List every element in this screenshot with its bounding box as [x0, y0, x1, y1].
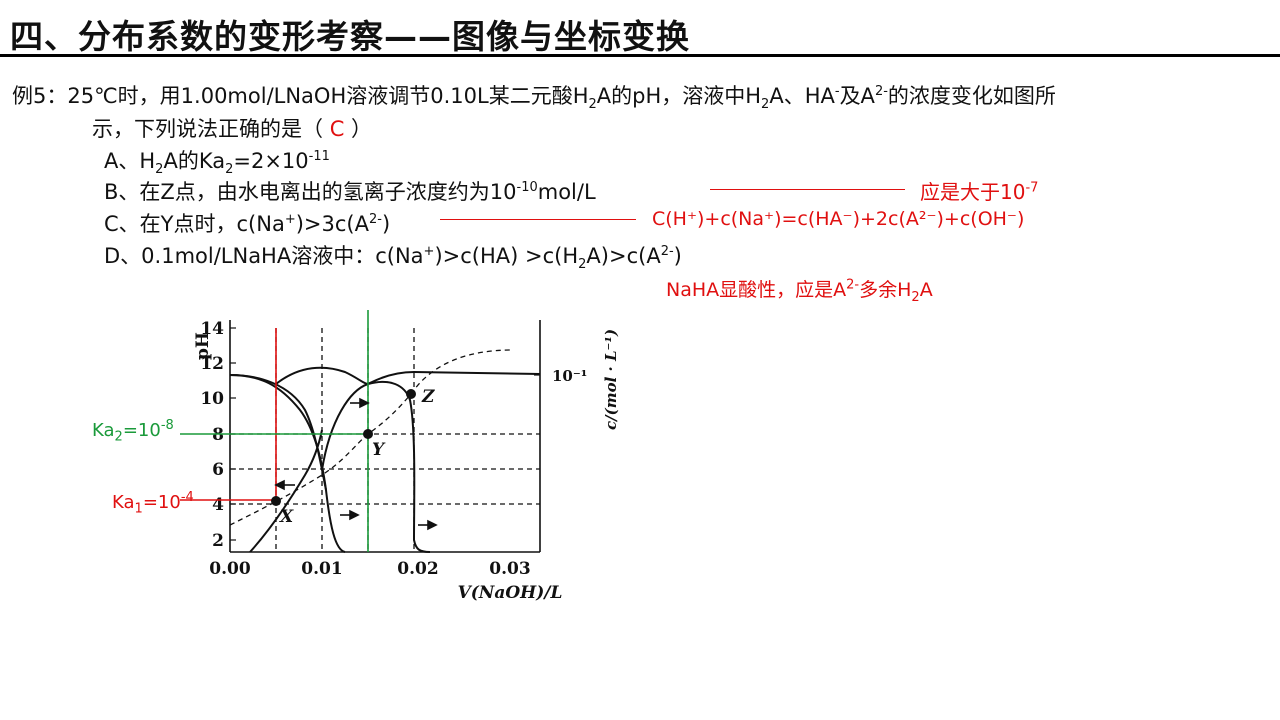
y-tick-10: 10: [200, 389, 224, 409]
question-stem-line1: 例5：25℃时，用1.00mol/LNaOH溶液调节0.10L某二元酸H2A的p…: [12, 84, 1056, 113]
answer-text: C: [329, 117, 345, 141]
option-b-note: 应是大于10-7: [920, 180, 1039, 204]
option-d-note: NaHA显酸性，应是A2-多余H2A: [666, 277, 933, 305]
option-c-note: C(H⁺)+c(Na⁺)=c(HA⁻)+2c(A²⁻)+c(OH⁻): [652, 208, 1025, 230]
question-stem-line2: 示，下列说法正确的是（ C ）: [92, 117, 373, 141]
y-tick-2: 2: [212, 531, 224, 551]
option-b-connector: [710, 189, 905, 190]
titration-graph: 14 12 10 8 6 4 2 0.00 0.01 0.02 0.03 V(N…: [180, 310, 620, 603]
y-tick-12: 12: [200, 354, 224, 374]
point-y: [363, 429, 373, 439]
point-x: [271, 496, 281, 506]
y-right-label: c/(mol · L⁻¹): [602, 329, 620, 430]
y-tick-8: 8: [212, 425, 224, 445]
point-y-label: Y: [372, 440, 386, 460]
option-c: C、在Y点时，c(Na+)>3c(A2-): [104, 212, 391, 236]
x-axis-label: V(NaOH)/L: [458, 583, 563, 603]
point-z-label: Z: [421, 387, 435, 407]
option-a: A、H2A的Ka2=2×10-11: [104, 149, 330, 178]
x-tick-0: 0.00: [209, 559, 251, 579]
option-d: D、0.1mol/LNaHA溶液中：c(Na+)>c(HA) >c(H2A)>c…: [104, 244, 682, 273]
ka1-annotation: Ka1=10-4: [112, 490, 194, 517]
option-b: B、在Z点，由水电离出的氢离子浓度约为10-10mol/L: [104, 180, 596, 204]
point-z: [406, 389, 416, 399]
y-tick-14: 14: [200, 319, 224, 339]
option-c-connector: [440, 219, 636, 220]
title-divider: [0, 54, 1280, 57]
y-tick-4: 4: [212, 495, 224, 515]
x-tick-002: 0.02: [397, 559, 438, 579]
point-x-label: X: [279, 507, 294, 527]
ka2-annotation: Ka2=10-8: [92, 418, 174, 445]
right-tick-label: 10⁻¹: [552, 367, 587, 385]
y-left-label: pH: [193, 332, 213, 360]
x-tick-003: 0.03: [489, 559, 530, 579]
y-tick-6: 6: [212, 460, 224, 480]
slide-title: 四、分布系数的变形考察——图像与坐标变换: [10, 17, 690, 56]
x-tick-001: 0.01: [301, 559, 342, 579]
